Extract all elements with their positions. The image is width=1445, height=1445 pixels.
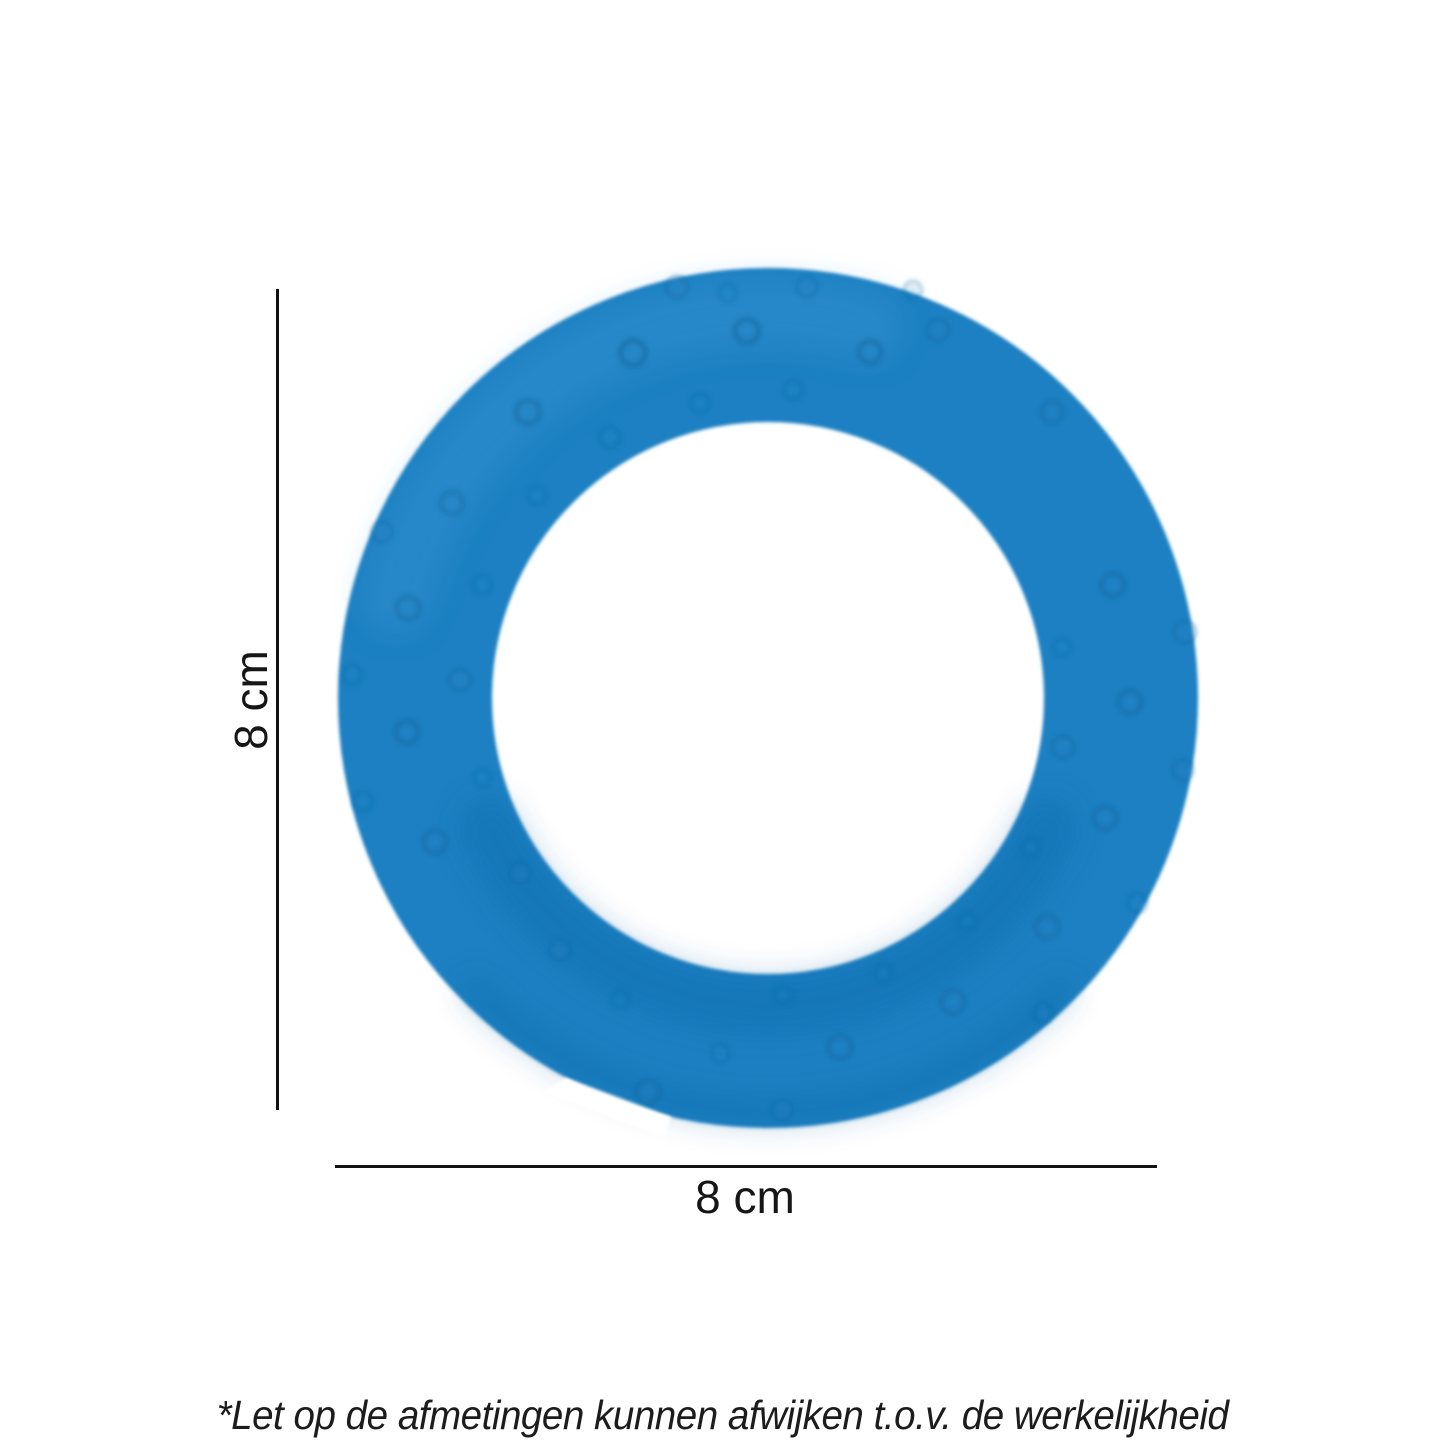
height-dimension-line xyxy=(276,289,279,1110)
ring-bump xyxy=(938,987,968,1017)
ring-bump xyxy=(794,274,820,300)
ring-bump xyxy=(392,717,422,747)
ring-bump xyxy=(955,910,979,934)
ring-bump xyxy=(769,1097,795,1123)
ring-bump xyxy=(1018,836,1042,860)
ring-bump xyxy=(339,662,365,688)
width-dimension-line xyxy=(335,1165,1157,1168)
ring-bump xyxy=(446,666,474,694)
ring-bump xyxy=(780,377,806,403)
ring-bump xyxy=(547,937,573,963)
ring-bump xyxy=(393,593,423,623)
ring-bump xyxy=(470,766,494,790)
ring-bump xyxy=(420,827,450,857)
ring-bump xyxy=(871,961,895,985)
ring-bump xyxy=(350,789,376,815)
ring-bump xyxy=(771,983,795,1007)
ring-bump xyxy=(512,396,544,428)
ring-bump xyxy=(708,1041,732,1065)
ring-bump xyxy=(1038,398,1066,426)
ring-bump xyxy=(901,278,925,302)
disclaimer-text: *Let op de afmetingen kunnen afwijken t.… xyxy=(216,1392,1229,1438)
width-dimension-label: 8 cm xyxy=(695,1171,795,1223)
ring-bump xyxy=(1115,687,1145,717)
ring-bump xyxy=(1050,635,1074,659)
ring-bump xyxy=(1032,912,1062,942)
ring-bump xyxy=(1090,803,1120,833)
ring-bump xyxy=(507,860,533,886)
ring-bump xyxy=(825,1032,855,1062)
ring-bump xyxy=(608,988,632,1012)
ring-bump xyxy=(1049,733,1077,761)
ring-bump xyxy=(687,390,713,416)
height-dimension-label: 8 cm xyxy=(225,650,277,750)
ring-notch xyxy=(543,1078,671,1138)
ring-bump xyxy=(1098,570,1128,600)
ring-bump xyxy=(633,1077,663,1107)
ring-bump xyxy=(616,336,650,370)
ring-bump xyxy=(663,273,691,301)
ring-bump xyxy=(1171,618,1199,646)
ring-bumps xyxy=(339,273,1199,1123)
ring-bump xyxy=(369,519,395,545)
ring-bump xyxy=(437,488,467,518)
ring-bump xyxy=(716,281,740,305)
ring-bump xyxy=(1124,890,1150,916)
ring-bump xyxy=(596,423,624,451)
ring-bump xyxy=(855,337,885,367)
ring-bump xyxy=(924,316,952,344)
ring-body xyxy=(338,268,1198,1128)
ring-bump xyxy=(1030,1000,1056,1026)
ring-bump xyxy=(524,482,550,508)
ring-bump xyxy=(1170,757,1196,783)
ring-bump xyxy=(469,572,495,598)
ring-shading xyxy=(361,277,1077,1128)
ring-bump xyxy=(731,315,763,347)
